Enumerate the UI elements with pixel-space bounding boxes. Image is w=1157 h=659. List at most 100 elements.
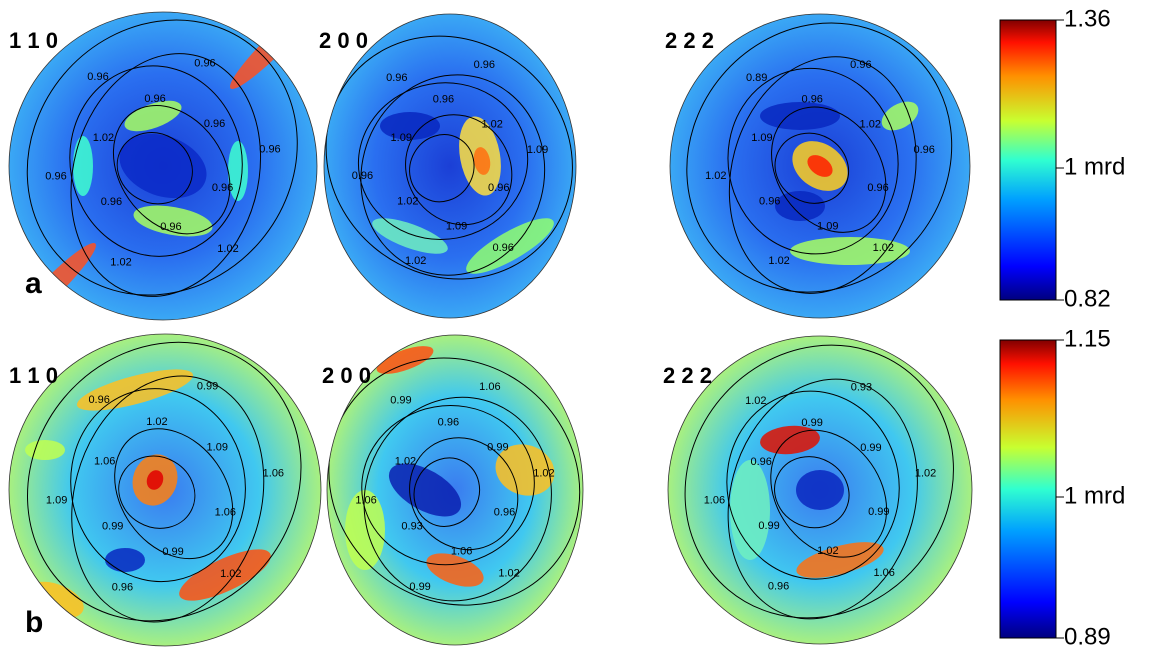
contour-label: 0.96: [750, 456, 771, 468]
contour-label: 1.02: [533, 468, 554, 480]
contour-label: 0.96: [352, 170, 373, 182]
contour-label: 1.02: [110, 256, 131, 268]
contour-line: [118, 455, 196, 529]
contour-line: [774, 132, 850, 204]
contour-line: [413, 457, 481, 527]
pole-figure-border: [326, 334, 584, 646]
figure-title: 2 0 0: [319, 28, 368, 53]
contour-label: 1.02: [217, 243, 238, 255]
contour-label: 1.02: [768, 255, 789, 267]
colorbar-label: 1.36: [1064, 5, 1111, 32]
contour-line: [114, 428, 234, 560]
contour-label: 1.06: [215, 507, 236, 519]
contour-label: 1.06: [451, 546, 472, 558]
contour-line: [360, 74, 546, 276]
contour-label: 0.96: [850, 59, 871, 71]
contour-label: 1.09: [391, 132, 412, 144]
pole-figure-border: [323, 13, 577, 319]
contour-label: 1.06: [355, 494, 376, 506]
contour-line: [771, 106, 887, 233]
contour-label: 1.02: [873, 242, 894, 254]
contour-label: 1.02: [745, 395, 766, 407]
contour-label: 0.99: [801, 417, 822, 429]
map-blob: [466, 218, 554, 274]
pole-figure-border: [669, 13, 971, 319]
contour-label: 1.02: [397, 195, 418, 207]
figure-title: 1 1 0: [9, 28, 58, 53]
map-blob: [796, 542, 884, 578]
contour-label: 1.09: [527, 144, 548, 156]
map-blob: [380, 112, 440, 140]
pole-figure-map: [327, 335, 583, 645]
map-blob: [73, 136, 93, 196]
contour-label: 1.09: [46, 494, 67, 506]
pole-figure-map: [324, 14, 576, 318]
contour-label: 1.06: [479, 381, 500, 393]
colorbar: [999, 339, 1057, 639]
contour-line: [405, 114, 513, 226]
contour-label: 0.93: [851, 382, 872, 394]
pole-figure: 0.99 1.06 1.02 0.96 0.99 1.06 0.96 1.02 0.99 0.93…: [667, 335, 973, 645]
contour-line: [112, 105, 231, 235]
contour-label: 1.02: [705, 170, 726, 182]
contour-label: 1.09: [207, 441, 228, 453]
map-blob: [228, 141, 248, 201]
map-blob: [376, 346, 434, 374]
map-blob: [775, 191, 825, 221]
map-blob: [760, 102, 840, 130]
contour-label: 0.89: [746, 72, 767, 84]
contour-line: [361, 405, 535, 566]
contour-label: 1.09: [817, 220, 838, 232]
panel-label: b: [25, 606, 43, 639]
contour-label: 0.96: [101, 196, 122, 208]
figure-title: 1 1 0: [9, 363, 58, 388]
map-blob: [388, 463, 462, 517]
map-blob: [76, 369, 194, 411]
contour-line: [357, 82, 529, 240]
map-blob: [473, 147, 491, 175]
contour-label: 0.99: [487, 442, 508, 454]
contour-line: [409, 437, 519, 551]
contour-label: 1.02: [817, 545, 838, 557]
figure-title: 2 2 2: [663, 363, 712, 388]
contour-label: 0.99: [868, 506, 889, 518]
contour-label: 0.96: [45, 170, 66, 182]
contour-label: 0.96: [867, 182, 888, 194]
contour-label: 0.96: [88, 394, 109, 406]
contour-label: 0.96: [802, 94, 823, 106]
map-blob: [179, 549, 271, 601]
pole-figure-border: [8, 11, 318, 321]
contour-label: 1.02: [405, 255, 426, 267]
contour-label: 0.96: [494, 506, 515, 518]
pole-figure-map: [668, 336, 972, 644]
colorbar-label: 0.82: [1064, 285, 1111, 312]
contour-label: 0.96: [474, 59, 495, 71]
contour-label: 0.96: [488, 182, 509, 194]
contour-line: [363, 396, 552, 602]
contour-label: 0.96: [438, 416, 459, 428]
map-blob: [146, 470, 164, 490]
contour-line: [27, 341, 302, 622]
map-blob: [25, 440, 65, 460]
contour-label: 0.96: [768, 580, 789, 592]
contour-label: 0.99: [197, 380, 218, 392]
pole-figure-map: [9, 334, 321, 646]
pole-figure-border: [667, 335, 973, 645]
contour-line: [328, 357, 581, 606]
contour-label: 1.06: [263, 468, 284, 480]
contour-label: 0.99: [390, 394, 411, 406]
contour-label: 0.96: [433, 94, 454, 106]
map-blob: [495, 444, 555, 496]
pole-figure-border: [8, 333, 322, 647]
pole-figure: 0.96 0.96 1.09 1.02 1.02 0.96 1.09 0.96 0.96 0.96…: [323, 13, 577, 319]
contour-label: 0.96: [144, 93, 165, 105]
map-blob: [133, 205, 213, 237]
contour-label: 0.96: [759, 195, 780, 207]
contour-label: 1.02: [93, 132, 114, 144]
colorbar: [999, 19, 1057, 301]
contour-label: 1.06: [94, 455, 115, 467]
map-blob: [730, 460, 770, 560]
contour-line: [409, 134, 475, 203]
contour-label: 0.96: [112, 582, 133, 594]
